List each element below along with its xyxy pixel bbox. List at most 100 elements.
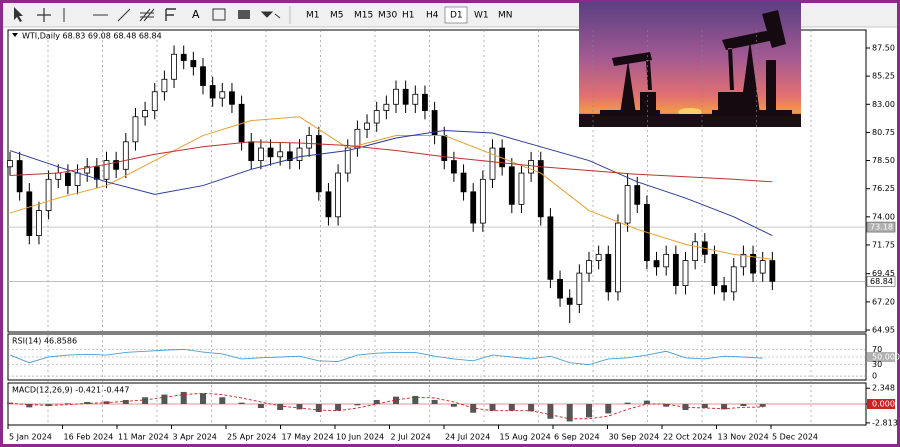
candle-body <box>325 191 332 218</box>
candle-body <box>74 172 81 186</box>
macd-bar <box>605 404 612 414</box>
candle-body <box>161 78 168 93</box>
chart-title: WTI,Daily 68.83 69.08 68.48 68.84 <box>22 32 162 41</box>
timeframe-button[interactable]: MN <box>498 11 513 21</box>
x-tick-label: 5 Jan 2024 <box>9 433 52 442</box>
more-tools[interactable] <box>260 11 281 19</box>
candle-body <box>122 141 129 170</box>
x-tick-label: 6 Sep 2024 <box>554 433 600 442</box>
candle-body <box>740 253 747 268</box>
macd-bar <box>335 404 342 411</box>
candle-body <box>383 103 390 111</box>
candle-body <box>663 253 670 268</box>
main-panel <box>7 29 867 333</box>
candle-body <box>586 260 592 274</box>
timeframe-button[interactable]: H1 <box>402 11 415 21</box>
trendline-tool[interactable] <box>117 8 131 22</box>
candle-body <box>286 151 293 161</box>
ground <box>579 114 801 127</box>
macd-bar <box>64 403 71 404</box>
macd-bar <box>586 404 592 418</box>
macd-bar <box>701 404 708 409</box>
y-tick-label: 74.00 <box>872 212 895 221</box>
macd-bar <box>431 399 438 404</box>
candle-body <box>450 160 457 174</box>
candle-body <box>682 260 689 287</box>
candle-body <box>537 160 544 218</box>
macd-bar <box>566 404 573 422</box>
rsi-label-box <box>867 352 895 362</box>
macd-bar <box>643 400 650 404</box>
macd-tick-label: -2.813 <box>872 418 898 427</box>
candle-body <box>566 297 573 305</box>
candle-body <box>750 253 756 274</box>
y-tick-label: 87.50 <box>872 44 895 53</box>
candle-body <box>200 66 206 86</box>
price-label: 73.18 <box>870 223 893 232</box>
macd-bar <box>450 404 457 407</box>
macd-bar <box>161 394 168 404</box>
candle-body <box>277 151 284 158</box>
timeframes: M1 M5 M15 M30 H1 H4 D1 W1 MN <box>306 6 513 24</box>
candle-body <box>103 160 110 180</box>
macd-bar <box>315 404 322 413</box>
candle-body <box>759 260 766 274</box>
moving-average <box>9 130 773 237</box>
macd-label-box <box>867 399 895 409</box>
timeframe-button[interactable]: M30 <box>378 11 397 21</box>
macd-bar <box>547 404 554 419</box>
label-tool[interactable] <box>212 8 226 21</box>
candle-body <box>65 172 71 186</box>
rsi-tick-label: 0 <box>872 372 877 381</box>
x-tick-label: 15 Aug 2024 <box>500 433 551 442</box>
y-tick-label: 83.00 <box>872 100 895 109</box>
cursor-tool[interactable] <box>14 7 23 22</box>
candle-body <box>132 116 139 143</box>
candle-body <box>180 53 187 61</box>
macd-bar <box>45 404 52 407</box>
candle-body <box>460 172 467 193</box>
candle-body <box>402 88 409 105</box>
text-tool[interactable]: A <box>192 8 200 21</box>
fibo-tool[interactable] <box>165 8 176 21</box>
candle-body <box>730 266 737 293</box>
candle-body <box>412 93 419 105</box>
timeframe-button[interactable]: M5 <box>330 11 344 21</box>
macd-bar <box>412 395 419 404</box>
x-tick-label: 25 Apr 2024 <box>227 433 276 442</box>
timeframe-button[interactable]: M15 <box>354 11 373 21</box>
macd-bar <box>489 404 496 411</box>
macd-bar <box>142 397 149 404</box>
channel-tool[interactable] <box>139 8 155 22</box>
candle-body <box>335 172 342 218</box>
y-tick-label: 80.75 <box>872 128 895 137</box>
y-tick-label: 69.45 <box>872 269 895 278</box>
candle-body <box>528 160 534 174</box>
rsi-tick-label: 30 <box>872 360 882 369</box>
crosshair-tool[interactable] <box>37 8 51 22</box>
price-label-box <box>866 221 896 233</box>
x-tick-label: 30 Sep 2024 <box>609 433 660 442</box>
candle-body <box>547 216 554 280</box>
candle-body <box>306 135 313 149</box>
collapse-arrow[interactable] <box>12 33 18 37</box>
candle-body <box>296 147 303 161</box>
timeframe-button[interactable]: W1 <box>474 11 489 21</box>
macd-bar <box>624 402 631 404</box>
candle-body <box>36 210 42 236</box>
macd-bar <box>759 404 766 407</box>
shape-tool[interactable] <box>238 10 250 19</box>
candle-body <box>595 253 602 261</box>
candle-body <box>45 178 52 211</box>
x-tick-label: 3 Apr 2024 <box>173 433 217 442</box>
active-timeframe-box <box>444 6 468 24</box>
x-tick-label: 17 May 2024 <box>282 433 334 442</box>
timeframe-button[interactable]: M1 <box>306 11 320 21</box>
timeframe-button[interactable]: H4 <box>426 11 439 21</box>
timeframe-button[interactable]: D1 <box>450 11 463 21</box>
x-tick-label: 22 Oct 2024 <box>663 433 712 442</box>
candle-body <box>615 222 621 293</box>
macd-bar <box>682 404 689 411</box>
candle-body <box>344 147 351 174</box>
